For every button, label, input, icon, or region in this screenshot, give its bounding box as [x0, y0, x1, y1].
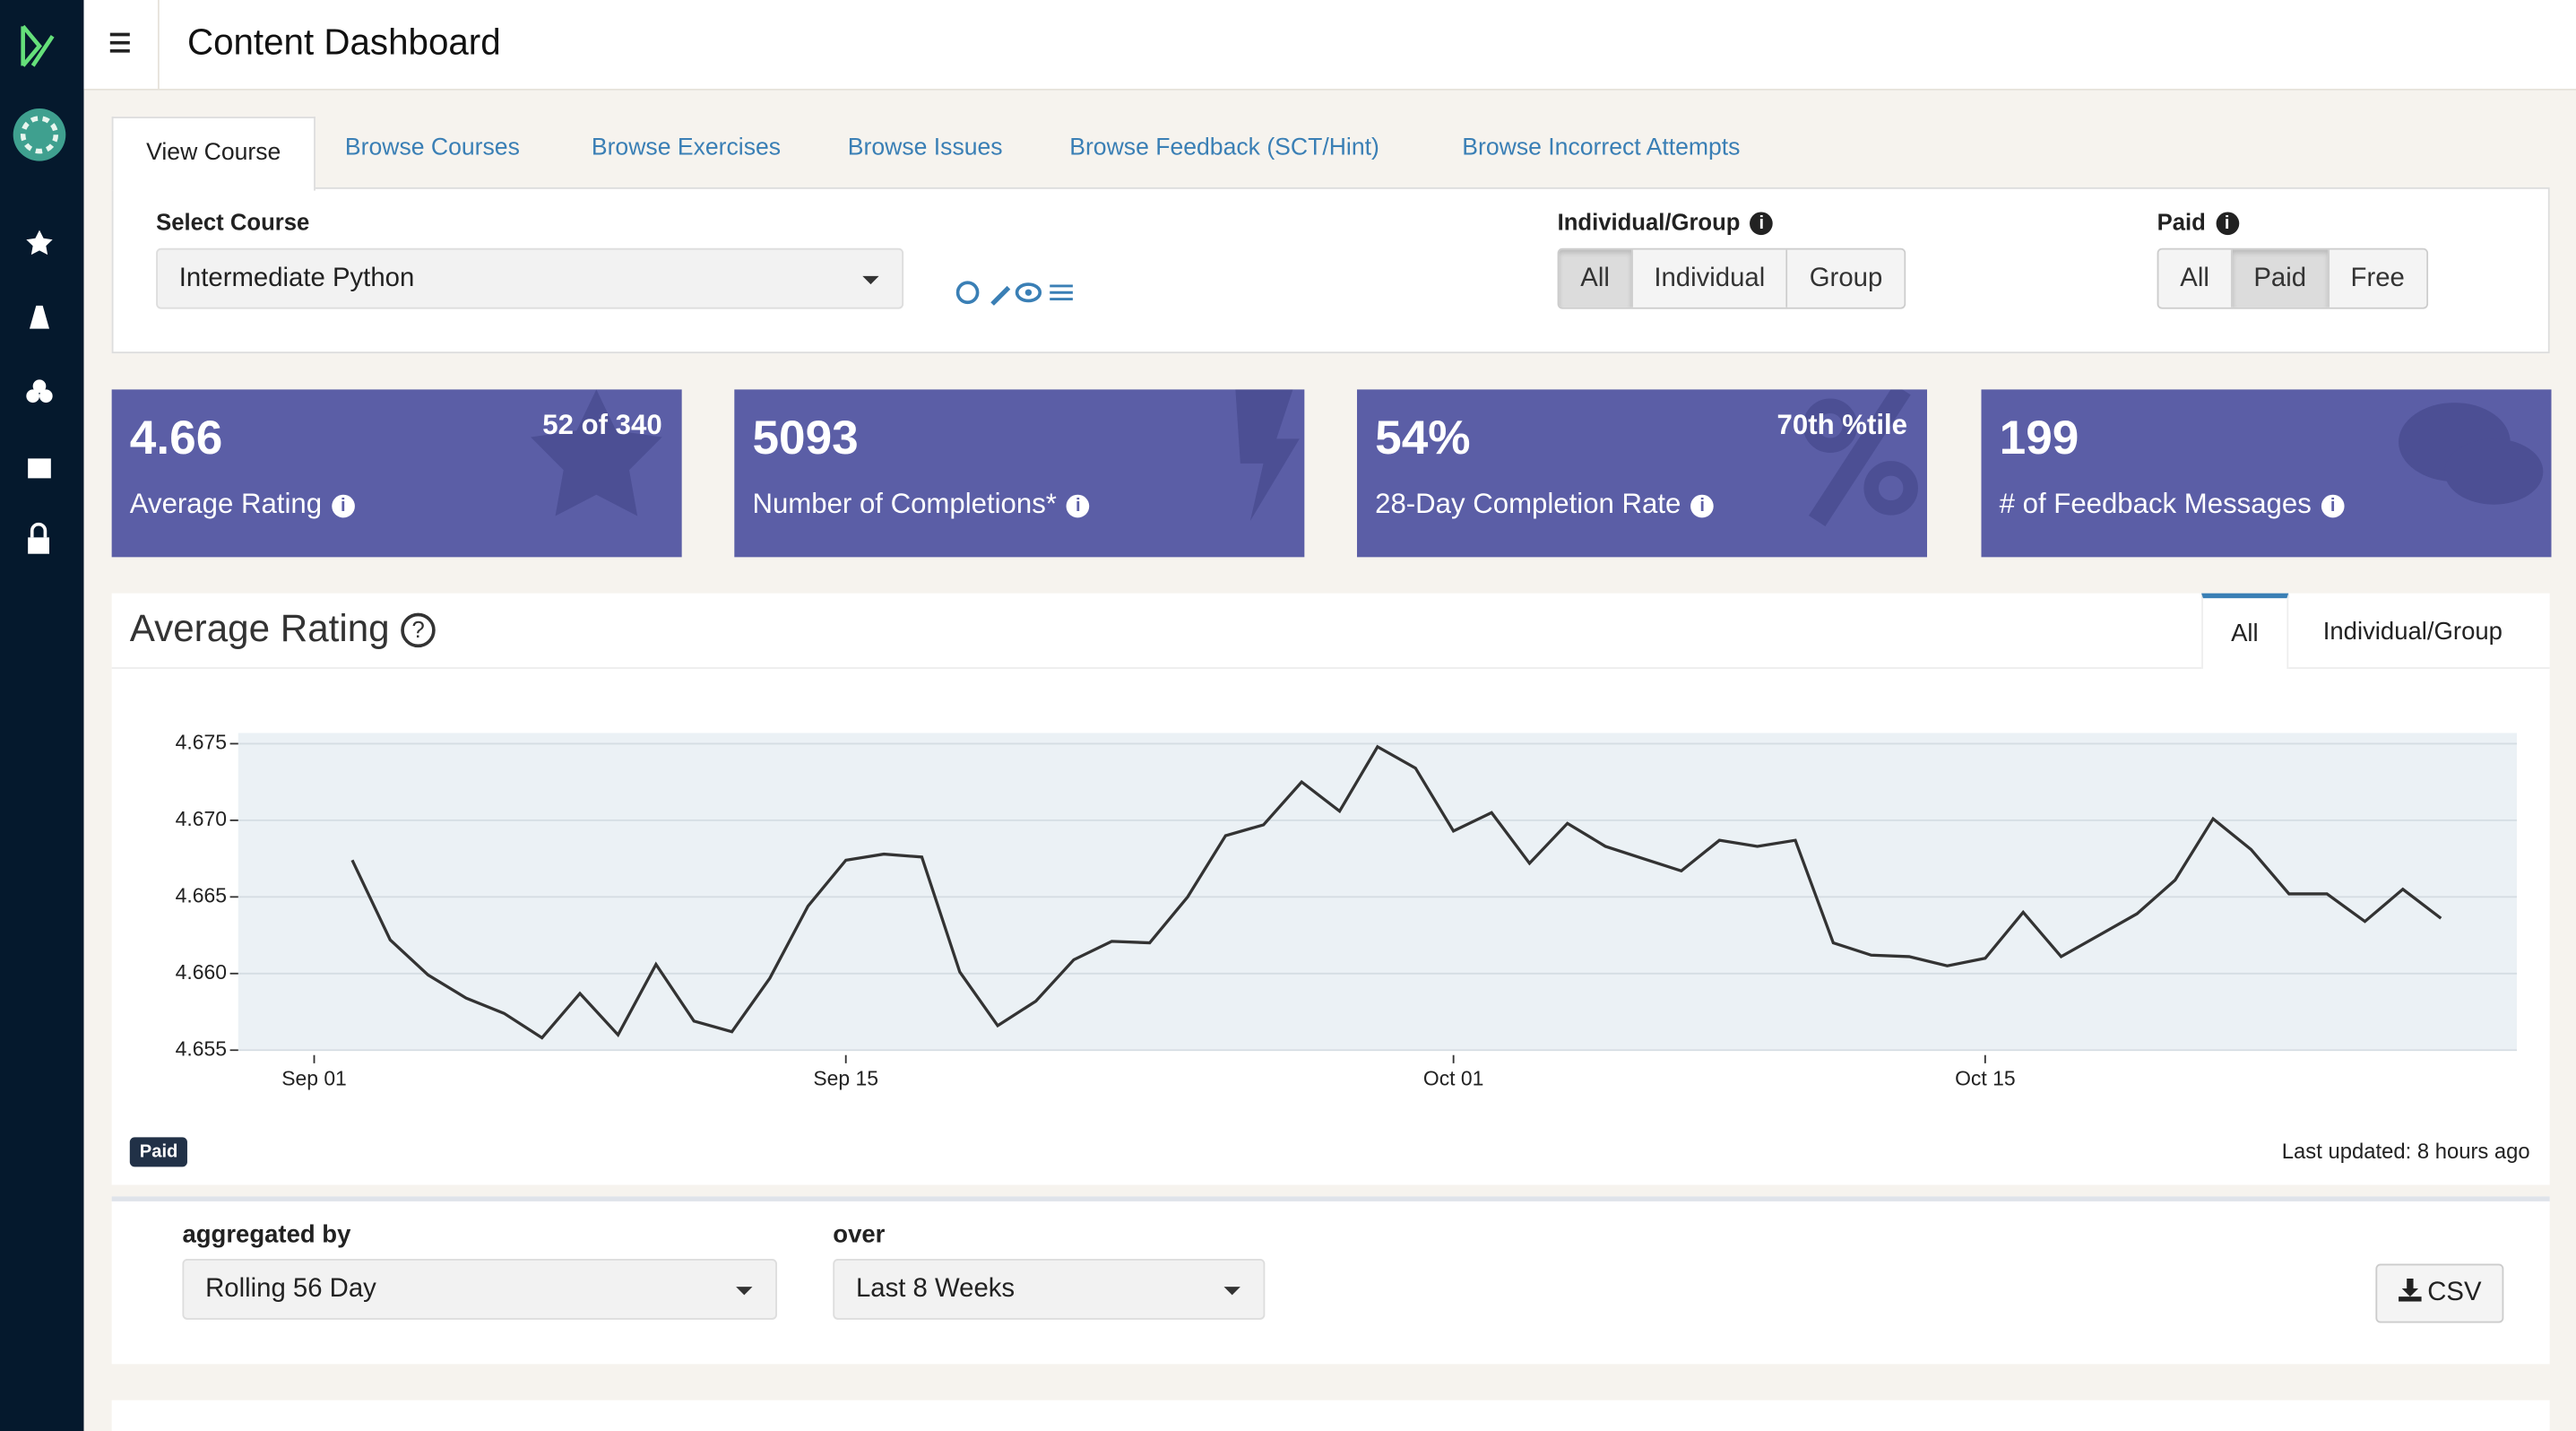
stat-value: 199 [1999, 412, 2079, 465]
label-text: Paid [2157, 208, 2206, 236]
stat-value: 5093 [752, 412, 859, 465]
button-group: All Individual Group [1557, 247, 1906, 309]
option[interactable]: All [1559, 249, 1633, 308]
label-text: Individual/Group [1557, 208, 1741, 236]
label: Individual/Group i [1557, 208, 1774, 236]
tab[interactable]: Browse Courses [344, 134, 520, 161]
y-tick-label: 4.665 [176, 883, 227, 906]
stat-label: # of Feedback Messages i [2000, 488, 2345, 521]
stat-card: 4.66 Average Rating i 52 of 340 [111, 389, 682, 558]
x-tick-label: Sep 01 [281, 1066, 347, 1089]
stat-badge: 52 of 340 [542, 409, 662, 441]
download-button[interactable]: CSV [2375, 1263, 2504, 1323]
y-tick-label: 4.655 [176, 1036, 227, 1060]
option[interactable]: Free [2329, 249, 2426, 308]
panel-title: Average Rating? [130, 606, 436, 650]
sidebar-icons [13, 24, 66, 554]
page-title: Content Dashboard [186, 21, 501, 63]
stat-label-text: 28-Day Completion Rate [1375, 488, 1681, 520]
course-links[interactable] [955, 280, 1077, 306]
panel-title-text: Average Rating [129, 606, 390, 649]
panel-tab[interactable]: All [2201, 593, 2288, 669]
stat-card: 54% 28-Day Completion Rate i 70th %tile [1356, 389, 1928, 558]
option[interactable]: Paid [2232, 249, 2330, 308]
option[interactable]: Individual [1632, 249, 1788, 308]
line-chart: 4.655 4.660 4.665 4.670 4.675 Sep 01 Sep 15 Oct… [176, 730, 2518, 1089]
stat-label: 28-Day Completion Rate i [1375, 488, 1715, 521]
stat-card: 199 # of Feedback Messages i [1981, 389, 2552, 558]
button-group: All Paid Free [2157, 247, 2428, 309]
x-tick-label: Oct 15 [1955, 1066, 2015, 1089]
stat-label: Number of Completions* i [752, 488, 1090, 521]
stat-card: 5093 Number of Completions* i [734, 389, 1305, 558]
label: aggregated by [182, 1220, 351, 1250]
top-bar [83, 0, 2576, 91]
next-card [111, 1400, 2550, 1431]
course-select[interactable]: Intermediate Python [156, 247, 904, 309]
option[interactable]: All [2158, 249, 2233, 308]
menu-button[interactable] [108, 31, 132, 55]
stat-label-text: Average Rating [129, 488, 323, 520]
panel-tab[interactable]: Individual/Group [2322, 618, 2503, 646]
option[interactable]: Group [1787, 249, 1905, 308]
stat-value: 4.66 [129, 412, 223, 465]
x-tick-label: Sep 15 [813, 1066, 878, 1089]
y-tick-label: 4.660 [176, 960, 227, 984]
y-tick-label: 4.670 [176, 807, 227, 830]
stat-badge: 70th %tile [1776, 409, 1908, 441]
plot-area [238, 733, 2518, 1051]
x-tick-label: Oct 01 [1423, 1066, 1483, 1089]
tab[interactable]: Browse Incorrect Attempts [1462, 134, 1741, 161]
stat-value: 54% [1375, 412, 1471, 465]
download-label: CSV [2427, 1279, 2482, 1307]
line-series [350, 744, 2442, 1040]
tab[interactable]: Browse Feedback (SCT/Hint) [1069, 134, 1379, 161]
label: Paid i [2157, 208, 2239, 236]
tab[interactable]: Browse Issues [847, 134, 1003, 161]
tag: Paid [129, 1137, 188, 1167]
stat-label-text: Number of Completions* [752, 488, 1057, 520]
stat-label: Average Rating i [130, 488, 355, 521]
tab[interactable]: View Course [111, 117, 316, 191]
updated-note: Last updated: 8 hours ago [2281, 1139, 2530, 1164]
label: Select Course [156, 208, 310, 236]
y-tick-label: 4.675 [176, 730, 227, 753]
tab[interactable]: Browse Exercises [591, 134, 782, 161]
aggregate-select[interactable]: Rolling 56 Day [182, 1259, 777, 1320]
stat-label-text: # of Feedback Messages [1999, 488, 2312, 520]
range-select[interactable]: Last 8 Weeks [833, 1259, 1266, 1320]
sidebar [0, 0, 84, 1431]
label: over [833, 1220, 886, 1250]
